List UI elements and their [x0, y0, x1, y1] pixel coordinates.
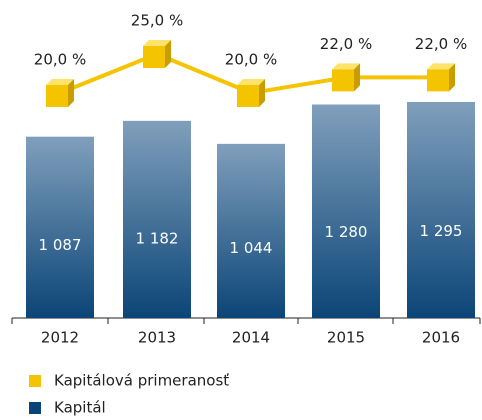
cube-marker — [46, 79, 74, 107]
line-label: 20,0 % — [34, 51, 86, 69]
cube-face — [427, 69, 449, 92]
bar — [407, 102, 475, 318]
line-label: 22,0 % — [320, 35, 372, 53]
cube-face — [165, 40, 171, 68]
cube-face — [46, 79, 74, 85]
cube-face — [68, 79, 74, 107]
bar-label: 1 182 — [136, 230, 179, 248]
bar-label: 1 295 — [420, 222, 463, 240]
cube-face — [427, 63, 455, 70]
cube-face — [143, 46, 165, 68]
cube-face — [237, 79, 265, 85]
x-tick-label: 2014 — [232, 329, 270, 347]
cube-face — [237, 85, 259, 107]
x-tick-label: 2013 — [138, 329, 176, 347]
line-label: 25,0 % — [131, 12, 183, 30]
cube-marker — [427, 63, 455, 92]
cube-face — [143, 40, 171, 46]
cube-face — [332, 69, 354, 92]
bar — [26, 136, 94, 318]
x-tick-label: 2016 — [422, 329, 460, 347]
bar-label: 1 044 — [230, 239, 273, 257]
cube-face — [354, 63, 360, 92]
bar — [312, 104, 380, 319]
bar — [217, 143, 285, 318]
line-label: 22,0 % — [415, 35, 467, 53]
bar-label: 1 280 — [325, 223, 368, 241]
line-label: 20,0 % — [225, 51, 277, 69]
x-tick-label: 2015 — [327, 329, 365, 347]
cube-marker — [143, 40, 171, 68]
cube-face — [46, 85, 68, 107]
cube-marker — [332, 63, 360, 92]
cube-face — [259, 79, 265, 107]
cube-face — [332, 63, 360, 70]
bar-label: 1 087 — [39, 236, 82, 254]
cube-marker — [237, 79, 265, 107]
x-tick-label: 2012 — [41, 329, 79, 347]
legend-swatch — [29, 375, 41, 387]
legend-label: Kapitál — [54, 399, 106, 417]
cube-face — [449, 63, 455, 92]
bar — [123, 120, 191, 319]
legend-swatch — [29, 402, 41, 414]
legend-label: Kapitálová primeranosť — [54, 372, 229, 390]
